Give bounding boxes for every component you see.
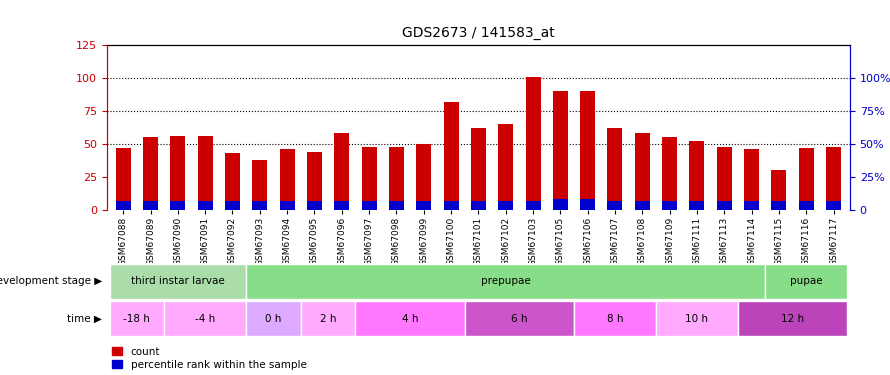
Bar bbox=[690, 141, 705, 210]
Bar bbox=[389, 201, 404, 210]
FancyBboxPatch shape bbox=[574, 301, 656, 336]
Bar bbox=[417, 144, 432, 210]
FancyBboxPatch shape bbox=[247, 301, 301, 336]
Text: third instar larvae: third instar larvae bbox=[131, 276, 224, 286]
Bar bbox=[252, 160, 267, 210]
Bar bbox=[635, 201, 650, 210]
Bar bbox=[716, 201, 732, 210]
Bar bbox=[553, 200, 568, 210]
Bar bbox=[361, 147, 376, 210]
Text: prepupae: prepupae bbox=[481, 276, 530, 286]
Text: development stage ▶: development stage ▶ bbox=[0, 276, 102, 286]
Bar bbox=[553, 91, 568, 210]
FancyBboxPatch shape bbox=[109, 301, 164, 336]
Bar bbox=[335, 201, 349, 210]
FancyBboxPatch shape bbox=[301, 301, 355, 336]
Bar bbox=[417, 201, 432, 210]
Bar bbox=[635, 134, 650, 210]
Bar bbox=[826, 201, 841, 210]
Legend: count, percentile rank within the sample: count, percentile rank within the sample bbox=[112, 346, 307, 370]
Bar bbox=[798, 148, 813, 210]
Bar bbox=[252, 201, 267, 210]
Bar bbox=[716, 147, 732, 210]
Bar bbox=[198, 201, 213, 210]
FancyBboxPatch shape bbox=[465, 301, 574, 336]
Bar bbox=[744, 201, 759, 210]
Text: 6 h: 6 h bbox=[511, 314, 528, 324]
Bar bbox=[225, 153, 240, 210]
Bar bbox=[608, 201, 622, 210]
Bar bbox=[525, 76, 540, 210]
Bar bbox=[170, 136, 185, 210]
Text: GDS2673 / 141583_at: GDS2673 / 141583_at bbox=[402, 26, 554, 40]
Text: 2 h: 2 h bbox=[320, 314, 336, 324]
Bar bbox=[471, 201, 486, 210]
FancyBboxPatch shape bbox=[247, 264, 765, 299]
Bar bbox=[498, 124, 514, 210]
Bar bbox=[307, 152, 322, 210]
Bar bbox=[443, 201, 458, 210]
Bar bbox=[525, 201, 540, 210]
Text: 10 h: 10 h bbox=[685, 314, 708, 324]
Bar bbox=[335, 134, 349, 210]
Bar bbox=[772, 201, 787, 210]
Bar bbox=[580, 200, 595, 210]
FancyBboxPatch shape bbox=[765, 264, 847, 299]
Bar bbox=[389, 147, 404, 210]
Bar bbox=[143, 137, 158, 210]
FancyBboxPatch shape bbox=[355, 301, 465, 336]
FancyBboxPatch shape bbox=[738, 301, 847, 336]
Text: -4 h: -4 h bbox=[195, 314, 215, 324]
Bar bbox=[116, 148, 131, 210]
Bar bbox=[744, 149, 759, 210]
Bar bbox=[580, 91, 595, 210]
Bar bbox=[225, 201, 240, 210]
Text: 4 h: 4 h bbox=[401, 314, 418, 324]
Bar bbox=[170, 201, 185, 210]
Bar bbox=[116, 201, 131, 210]
Text: time ▶: time ▶ bbox=[68, 314, 102, 324]
Bar bbox=[361, 201, 376, 210]
Bar bbox=[498, 201, 514, 210]
FancyBboxPatch shape bbox=[656, 301, 738, 336]
Text: pupae: pupae bbox=[790, 276, 822, 286]
Bar bbox=[143, 201, 158, 210]
FancyBboxPatch shape bbox=[109, 264, 247, 299]
Bar bbox=[690, 201, 705, 210]
Text: 12 h: 12 h bbox=[781, 314, 805, 324]
Bar bbox=[443, 102, 458, 210]
Bar bbox=[198, 136, 213, 210]
Bar bbox=[307, 201, 322, 210]
Bar bbox=[608, 128, 622, 210]
Bar bbox=[279, 201, 295, 210]
Text: 0 h: 0 h bbox=[265, 314, 281, 324]
Bar bbox=[662, 201, 677, 210]
Bar bbox=[471, 128, 486, 210]
Text: -18 h: -18 h bbox=[124, 314, 150, 324]
Bar bbox=[772, 170, 787, 210]
Bar bbox=[279, 149, 295, 210]
Bar bbox=[798, 201, 813, 210]
Bar bbox=[826, 147, 841, 210]
Text: 8 h: 8 h bbox=[607, 314, 623, 324]
Bar bbox=[662, 137, 677, 210]
FancyBboxPatch shape bbox=[164, 301, 247, 336]
